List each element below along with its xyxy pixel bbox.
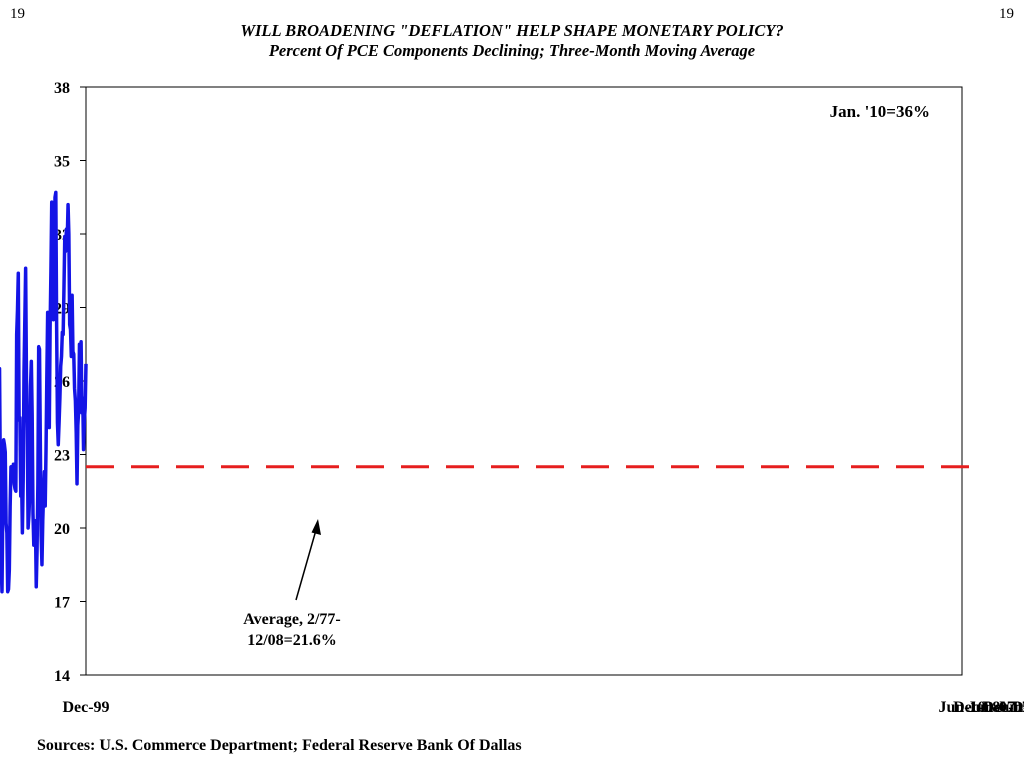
x-tick-label: Jun-04 bbox=[997, 699, 1024, 716]
average-annotation-line-2: 12/08=21.6% bbox=[247, 632, 337, 649]
chart-title: WILL BROADENING "DEFLATION" HELP SHAPE M… bbox=[240, 21, 784, 40]
chart-annotations: Jan. '10=36% Average, 2/77- 12/08=21.6% bbox=[243, 102, 930, 649]
average-annotation-line-1: Average, 2/77- bbox=[243, 611, 340, 628]
y-tick-label: 38 bbox=[54, 80, 70, 97]
y-tick-label: 17 bbox=[54, 595, 70, 612]
x-tick-label: Dec-02 bbox=[1012, 699, 1024, 716]
x-tick-label: Jun-10 bbox=[938, 699, 985, 716]
chart-axes: 141720232629323538Dec-99Jun-01Dec-02Jun-… bbox=[54, 80, 1024, 716]
x-tick-label: Dec-05 bbox=[982, 699, 1024, 716]
annotation-arrow-shaft bbox=[295, 529, 317, 601]
plot-frame bbox=[85, 86, 963, 676]
chart-subtitle: Percent Of PCE Components Declining; Thr… bbox=[268, 41, 756, 60]
y-tick-label: 35 bbox=[54, 154, 70, 171]
source-note: Sources: U.S. Commerce Department; Feder… bbox=[37, 737, 522, 754]
chart-title-block: WILL BROADENING "DEFLATION" HELP SHAPE M… bbox=[0, 21, 1024, 61]
x-tick-label: Dec-08 bbox=[953, 699, 1000, 716]
annotation-arrow-head bbox=[311, 519, 321, 535]
x-tick-label: Jun-07 bbox=[968, 699, 1015, 716]
series-line bbox=[0, 190, 88, 594]
y-tick-label: 20 bbox=[54, 521, 70, 538]
chart-series bbox=[0, 190, 88, 594]
y-tick-label: 14 bbox=[54, 668, 70, 685]
slide-number-left: 19 bbox=[10, 6, 25, 22]
slide-number-right: 19 bbox=[999, 6, 1014, 22]
x-tick-label: Dec-99 bbox=[62, 699, 109, 716]
y-tick-label: 23 bbox=[54, 448, 70, 465]
peak-annotation: Jan. '10=36% bbox=[830, 102, 930, 121]
